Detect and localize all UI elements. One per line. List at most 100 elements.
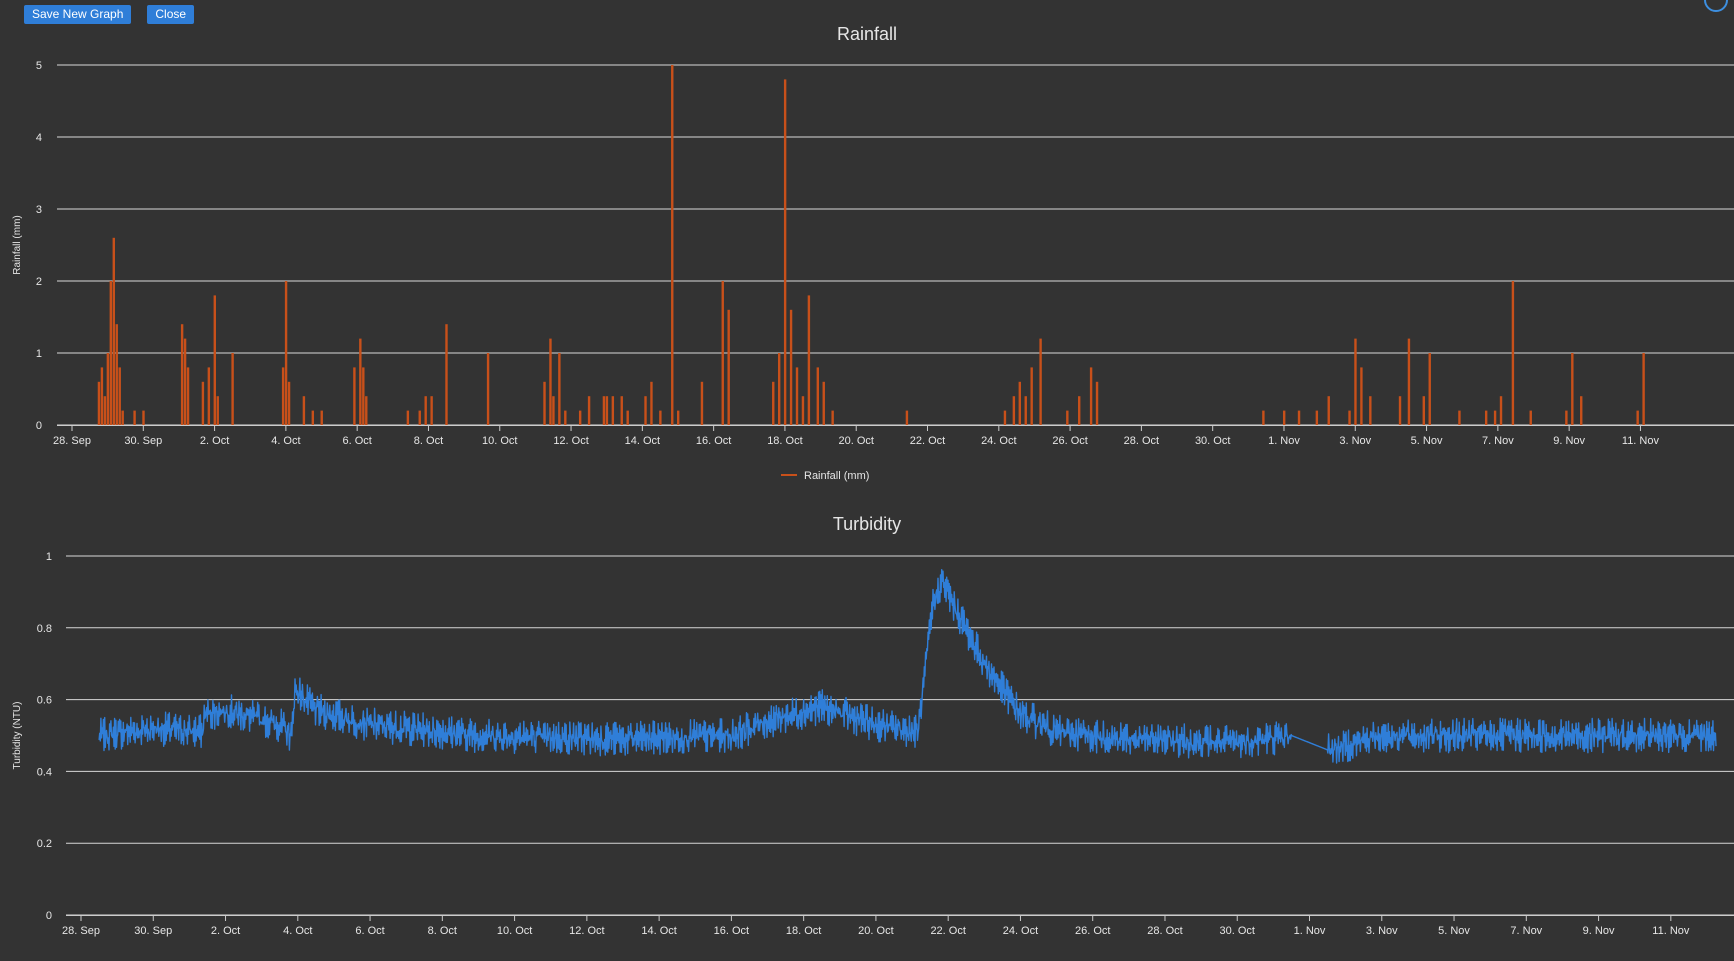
rainfall-bar	[207, 367, 211, 425]
rainfall-bar	[801, 396, 805, 425]
rainfall-bar	[1348, 410, 1351, 425]
turbidity-line	[98, 569, 1717, 764]
rainfall-bar	[216, 396, 219, 425]
rainfall-bar	[1282, 410, 1286, 425]
rainfall-bar	[133, 410, 136, 425]
x-tick-label: 28. Sep	[62, 925, 100, 937]
x-tick-label: 9. Nov	[1583, 925, 1615, 937]
rainfall-bar	[142, 410, 145, 425]
y-tick-label: 5	[36, 60, 42, 72]
x-tick-label: 30. Oct	[1220, 925, 1255, 937]
rainfall-bar	[1012, 396, 1016, 425]
rainfall-bar	[552, 396, 555, 425]
x-tick-label: 4. Oct	[283, 925, 312, 937]
rainfall-bar	[543, 381, 546, 425]
x-tick-label: 6. Oct	[342, 435, 371, 447]
rainfall-bar	[626, 410, 629, 425]
rainfall-bar	[816, 367, 820, 425]
x-tick-label: 7. Nov	[1510, 925, 1542, 937]
rainfall-bar	[1297, 410, 1301, 425]
rainfall-bar	[320, 410, 323, 425]
x-tick-label: 8. Oct	[414, 435, 443, 447]
rainfall-bar	[1398, 396, 1402, 425]
rainfall-bar	[620, 396, 623, 425]
rainfall-bar	[1407, 338, 1411, 425]
rainfall-bar	[97, 381, 101, 425]
x-tick-label: 26. Oct	[1052, 435, 1087, 447]
rainfall-bar	[1580, 396, 1583, 425]
x-tick-label: 11. Nov	[1652, 925, 1690, 937]
rainfall-bar	[359, 338, 362, 425]
rainfall-bar	[486, 353, 490, 425]
rainfall-bar	[353, 367, 356, 425]
rainfall-bar	[1030, 367, 1033, 425]
rainfall-bar	[587, 396, 591, 425]
x-tick-label: 30. Oct	[1195, 435, 1230, 447]
x-tick-label: 3. Nov	[1339, 435, 1371, 447]
rainfall-bar	[201, 381, 205, 425]
x-tick-label: 5. Nov	[1411, 435, 1443, 447]
x-tick-label: 10. Oct	[497, 925, 532, 937]
rainfall-bar	[1003, 410, 1007, 425]
rainfall-bar	[1422, 396, 1425, 425]
rainfall-bar	[831, 410, 834, 425]
x-tick-label: 5. Nov	[1438, 925, 1470, 937]
y-tick-label: 0.6	[37, 695, 52, 707]
rainfall-bar	[650, 381, 653, 425]
x-tick-label: 24. Oct	[981, 435, 1016, 447]
toolbar: Save New Graph Close	[24, 5, 195, 24]
rainfall-bar	[424, 396, 427, 425]
x-tick-label: 12. Oct	[553, 435, 588, 447]
close-button[interactable]: Close	[147, 5, 195, 24]
rainfall-bar	[772, 381, 775, 425]
x-tick-label: 6. Oct	[355, 925, 384, 937]
rainfall-bar	[115, 324, 118, 425]
x-tick-label: 4. Oct	[271, 435, 300, 447]
x-tick-label: 9. Nov	[1553, 435, 1585, 447]
x-tick-label: 1. Nov	[1268, 435, 1300, 447]
rainfall-bar	[777, 353, 781, 425]
rainfall-bar	[564, 410, 567, 425]
x-tick-label: 8. Oct	[428, 925, 457, 937]
save-new-graph-button[interactable]: Save New Graph	[24, 5, 132, 24]
rainfall-bar	[1315, 410, 1319, 425]
rainfall-bar	[231, 353, 234, 425]
rainfall-bar	[180, 324, 184, 425]
x-tick-label: 18. Oct	[786, 925, 821, 937]
rainfall-bar	[362, 367, 365, 425]
x-tick-label: 3. Nov	[1366, 925, 1398, 937]
rainfall-bar	[1066, 410, 1069, 425]
rainfall-bar	[100, 367, 104, 425]
rainfall-bar	[1642, 353, 1645, 425]
rainfall-bar	[1458, 410, 1461, 425]
rainfall-bar	[183, 338, 187, 425]
y-tick-label: 0	[36, 420, 42, 432]
y-tick-label: 1	[46, 551, 52, 563]
y-axis-label: Turbidity (NTU)	[12, 702, 23, 770]
rainfall-bar	[1484, 410, 1488, 425]
rainfall-bar	[302, 396, 306, 425]
rainfall-bar	[106, 353, 110, 425]
x-tick-label: 26. Oct	[1075, 925, 1110, 937]
rainfall-bar	[1089, 367, 1093, 425]
x-tick-label: 1. Nov	[1294, 925, 1326, 937]
rainfall-bar	[611, 396, 615, 425]
x-tick-label: 28. Oct	[1147, 925, 1182, 937]
y-tick-label: 0.8	[37, 623, 52, 635]
rainfall-bar	[1499, 396, 1503, 425]
rainfall-bar	[1354, 338, 1357, 425]
y-axis-label: Rainfall (mm)	[12, 215, 23, 274]
rainfall-bar	[807, 295, 811, 425]
y-tick-label: 2	[36, 276, 42, 288]
y-tick-label: 0	[46, 910, 52, 922]
rainfall-bar	[1039, 338, 1042, 425]
x-tick-label: 20. Oct	[838, 435, 873, 447]
rainfall-bar	[287, 381, 291, 425]
rainfall-bar	[578, 410, 582, 425]
rainfall-bar	[549, 338, 552, 425]
rainfall-bar	[445, 324, 448, 425]
y-tick-label: 4	[36, 132, 42, 144]
x-tick-label: 16. Oct	[696, 435, 731, 447]
rainfall-bar	[103, 396, 107, 425]
rainfall-bar	[186, 367, 190, 425]
